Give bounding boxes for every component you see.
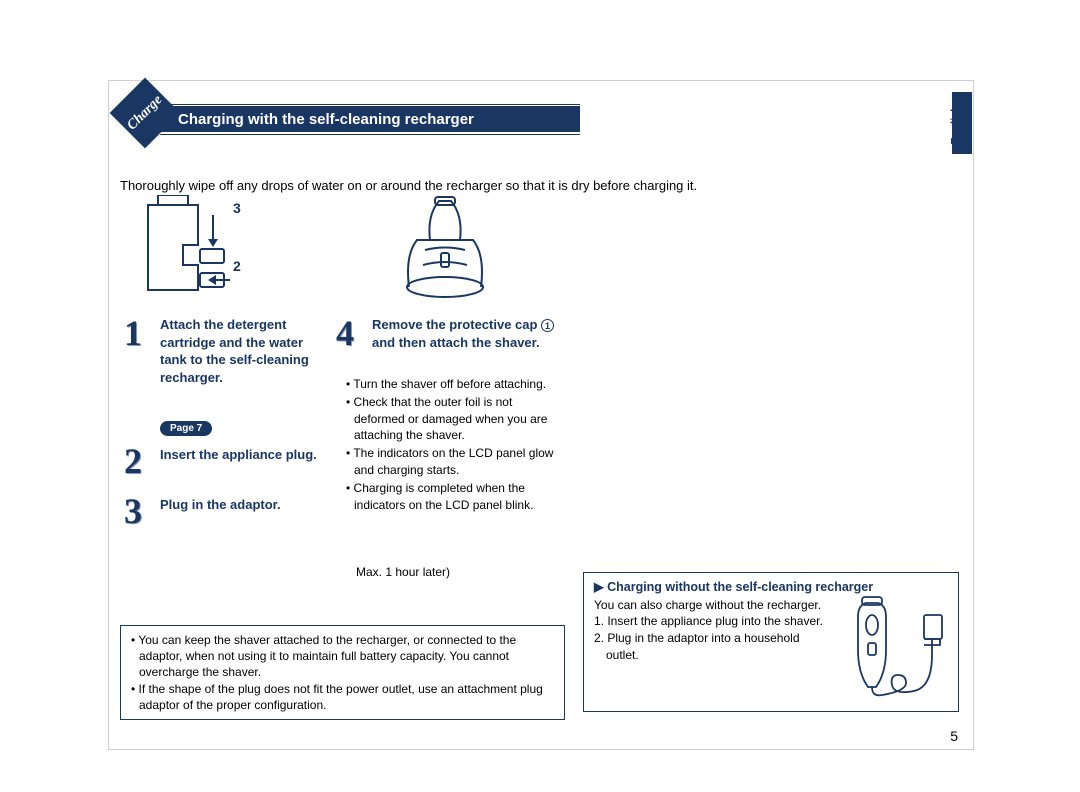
- sidebox-line-2: 2. Plug in the adaptor into a household …: [594, 630, 829, 664]
- step-number-3: 3: [124, 490, 142, 532]
- step-heading-4: Remove the protective cap 1 and then att…: [372, 316, 572, 351]
- step4-post: and then attach the shaver.: [372, 335, 540, 350]
- note-0: You can keep the shaver attached to the …: [131, 632, 554, 681]
- section-title: Charging with the self-cleaning recharge…: [160, 106, 580, 132]
- step4-circled: 1: [541, 319, 554, 332]
- sidebox-heading: ▶ Charging without the self-cleaning rec…: [594, 579, 948, 597]
- step-number-4: 4: [336, 312, 354, 354]
- diagram-label-2: 2: [233, 258, 241, 274]
- step-heading-3: Plug in the adaptor.: [160, 496, 320, 514]
- step-number-1: 1: [124, 312, 142, 354]
- diagram-shaver-dock: [395, 195, 495, 300]
- step-heading-2: Insert the appliance plug.: [160, 446, 320, 464]
- language-label: English: [950, 105, 962, 145]
- notes-box: You can keep the shaver attached to the …: [120, 625, 565, 720]
- title-rule-bottom: [160, 134, 580, 135]
- note-1: If the shape of the plug does not fit th…: [131, 681, 554, 713]
- title-rule-top: [160, 104, 580, 105]
- sidebox-line-1: 1. Insert the appliance plug into the sh…: [594, 613, 829, 630]
- step4-tail: Max. 1 hour later): [356, 564, 450, 581]
- intro-text: Thoroughly wipe off any drops of water o…: [120, 178, 697, 193]
- step4-bullet-0: Turn the shaver off before attaching.: [346, 376, 566, 393]
- diagram-shaver-cord: [836, 595, 946, 700]
- step4-bullet-2: The indicators on the LCD panel glow and…: [346, 445, 566, 479]
- diagram-recharger: 3 2: [138, 195, 248, 300]
- diagram-label-3: 3: [233, 200, 241, 216]
- step-heading-1: Attach the detergent cartridge and the w…: [160, 316, 320, 386]
- page-ref-text: Page 7: [160, 421, 212, 436]
- step-number-2: 2: [124, 440, 142, 482]
- sidebox: ▶ Charging without the self-cleaning rec…: [583, 572, 959, 712]
- sidebox-line-0: You can also charge without the recharge…: [594, 597, 829, 614]
- page-ref-badge: Page 7: [160, 418, 212, 436]
- step4-bullet-3: Charging is completed when the indicator…: [346, 480, 566, 514]
- step4-pre: Remove the protective cap: [372, 317, 541, 332]
- step4-bullet-1: Check that the outer foil is not deforme…: [346, 394, 566, 444]
- step4-bullets: Turn the shaver off before attaching. Ch…: [346, 376, 566, 514]
- page-number: 5: [950, 728, 958, 744]
